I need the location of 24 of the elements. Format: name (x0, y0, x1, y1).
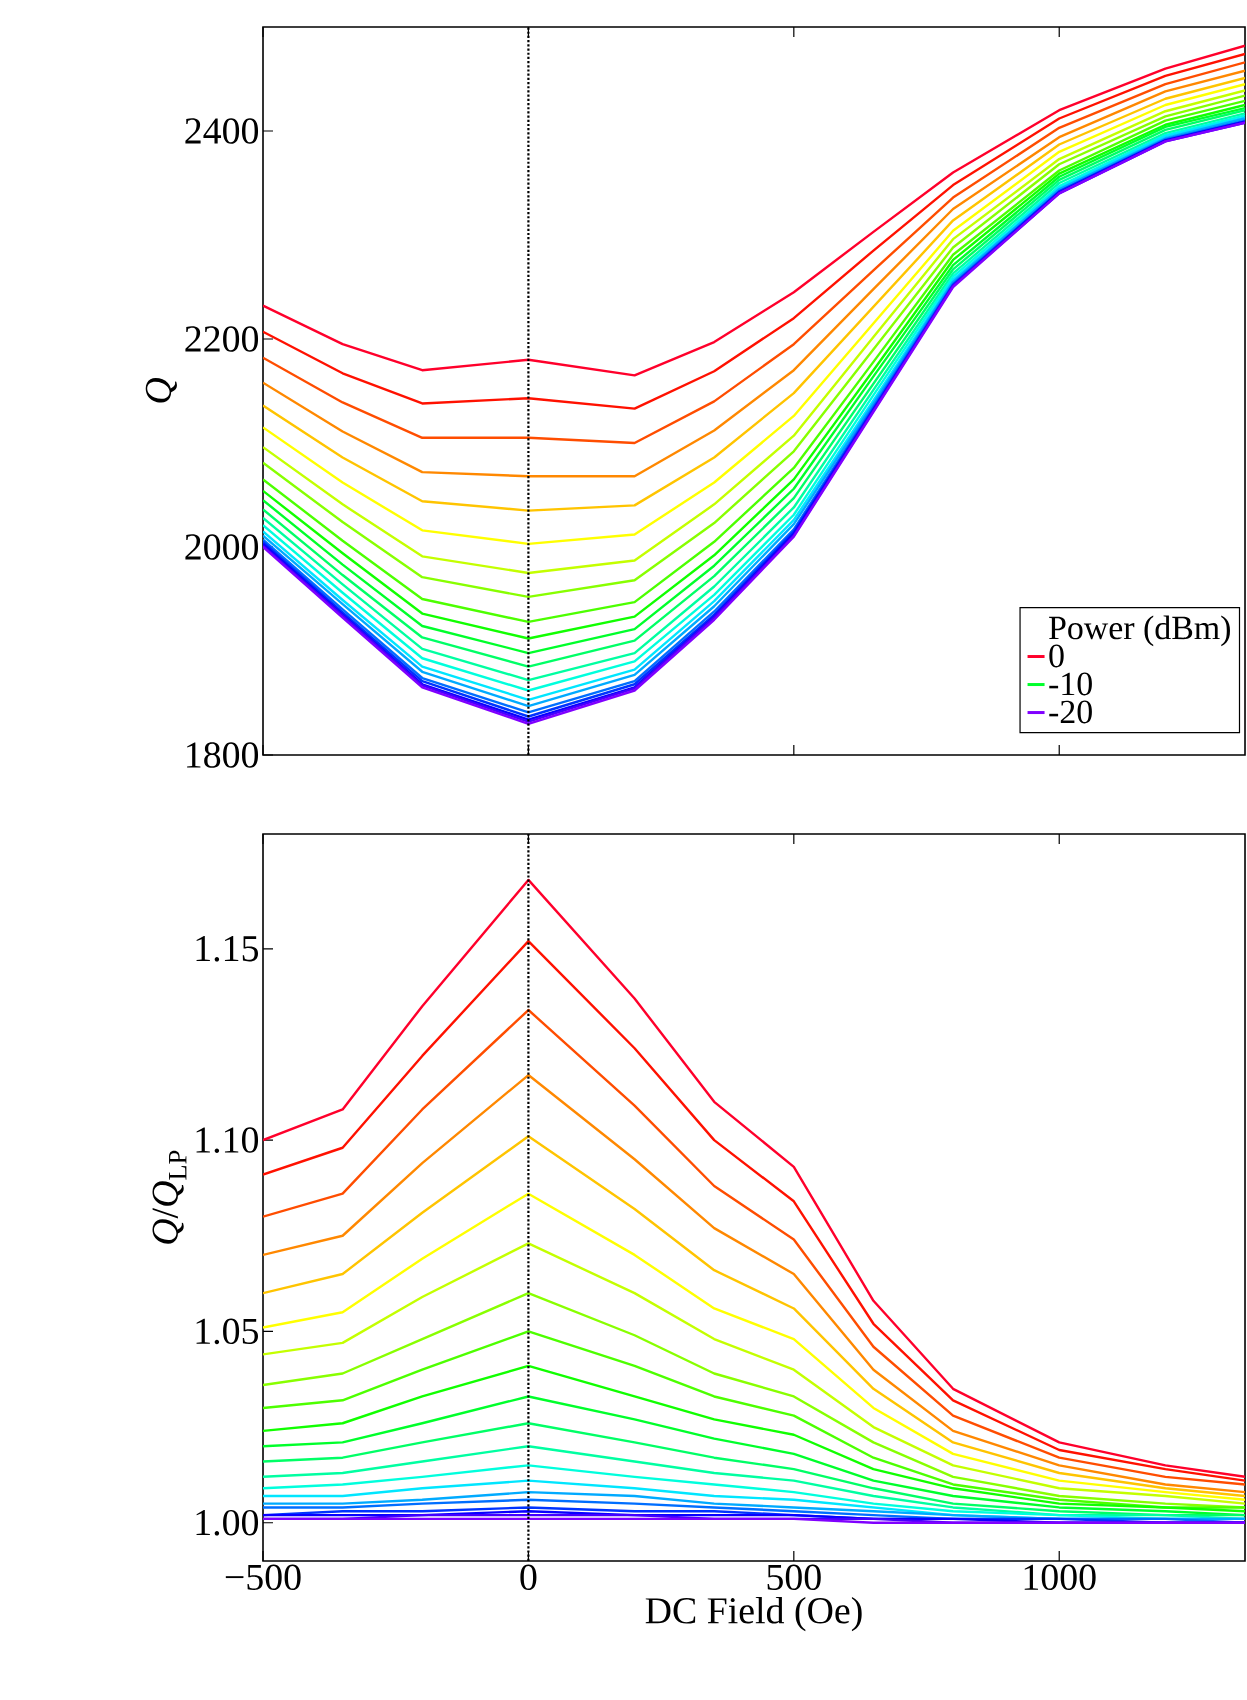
line-series (263, 1330, 1246, 1509)
y-tick-label: 1.00 (196, 1509, 259, 1536)
line-series (263, 1192, 1246, 1501)
y-tick-label: 2000 (185, 534, 259, 560)
y-tick-label: 1.10 (196, 1127, 259, 1153)
y-tick-label: 2400 (185, 118, 259, 144)
x-tick-label: −500 (225, 1564, 301, 1591)
x-axis-title: DC Field (Oe) (645, 1596, 862, 1632)
y-axis-title: Q/Q$_{LP}$ (152, 1150, 187, 1244)
x-tick-label: 500 (767, 1564, 821, 1591)
x-tick-label: 1000 (1024, 1564, 1096, 1591)
y-tick-label: 2200 (185, 326, 259, 352)
line-series (263, 1073, 1246, 1494)
y-axis-title: Q (145, 378, 177, 403)
line-series (263, 1422, 1246, 1517)
line-series (263, 1242, 1246, 1505)
y-tick-label: 1.05 (196, 1318, 259, 1345)
legend-label: -20 (1049, 700, 1092, 724)
y-tick-label: 1.15 (196, 936, 259, 962)
legend-label: -10 (1049, 672, 1092, 696)
line-series (263, 1364, 1246, 1513)
line-series (263, 1135, 1246, 1498)
x-tick-label: 0 (520, 1564, 537, 1591)
y-tick-label: 1800 (187, 742, 259, 768)
